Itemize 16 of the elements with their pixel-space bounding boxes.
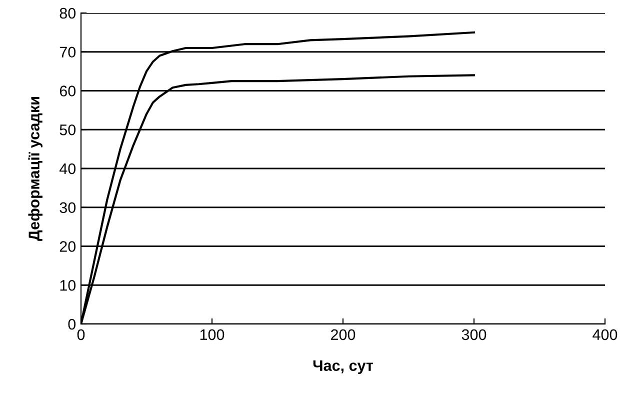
y-tick-label: 20 — [60, 241, 76, 252]
y-tick-label: 10 — [60, 280, 76, 291]
y-tick-label: 40 — [60, 163, 76, 174]
y-axis-title: Деформації усадки — [28, 97, 42, 241]
y-tick-label: 80 — [60, 8, 76, 19]
y-tick-label: 60 — [60, 86, 76, 96]
x-tick-label: 100 — [200, 329, 224, 340]
y-tick-label: 0 — [68, 318, 76, 330]
x-axis-title: Час, сут — [313, 360, 374, 374]
x-tick-label: 300 — [462, 329, 486, 340]
x-tick-label: 0 — [77, 329, 85, 340]
y-tick-label: 70 — [60, 46, 76, 58]
x-tick-label: 200 — [331, 329, 356, 340]
y-tick-label: 30 — [60, 202, 76, 214]
x-tick-label: 400 — [592, 329, 618, 340]
y-tick-label: 50 — [60, 124, 76, 136]
